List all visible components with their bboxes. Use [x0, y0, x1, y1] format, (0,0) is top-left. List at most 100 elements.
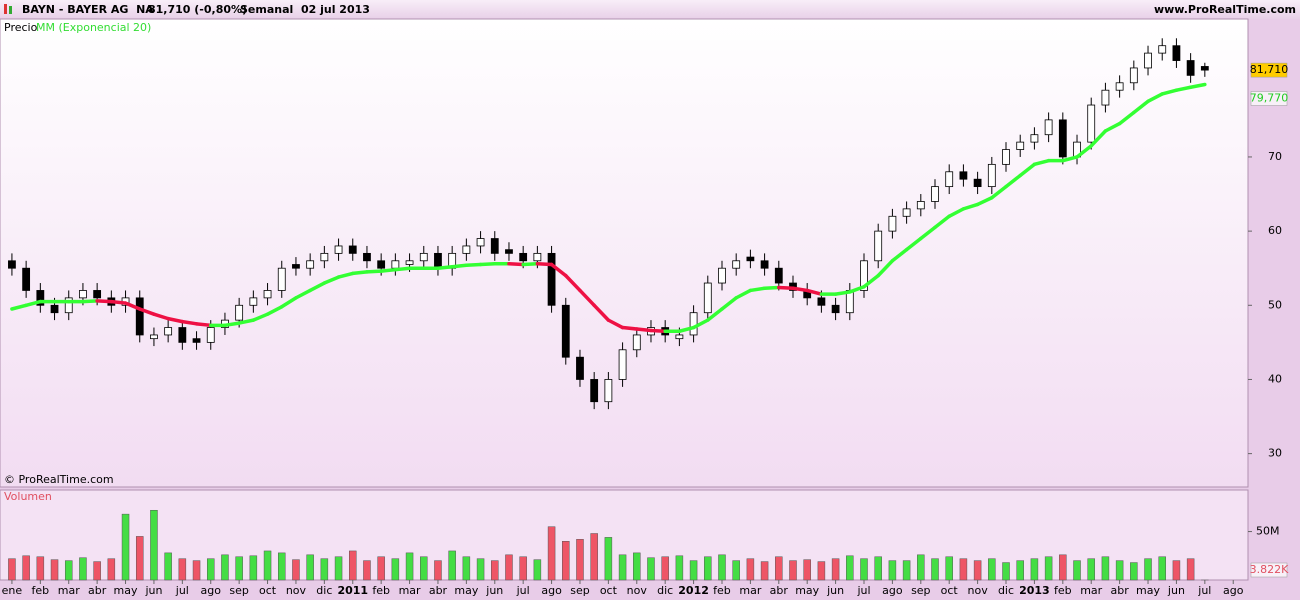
volume-bar — [491, 560, 499, 581]
candle-body — [249, 297, 258, 306]
ema-segment — [748, 286, 767, 293]
volume-bar — [306, 554, 314, 581]
x-tick-label: oct — [941, 584, 959, 597]
volume-bar — [221, 554, 229, 581]
volume-bar — [860, 558, 868, 581]
volume-bar — [831, 558, 840, 581]
candle-body — [334, 245, 343, 254]
candle-body — [675, 334, 684, 340]
x-tick-label: may — [1136, 584, 1160, 597]
x-tick-label: nov — [627, 584, 648, 597]
candle-body — [760, 260, 769, 269]
ema-segment — [635, 327, 653, 333]
ema-segment — [322, 275, 341, 285]
volume-bar — [1186, 558, 1195, 581]
volume-bar — [760, 561, 769, 581]
candle-body — [419, 252, 428, 262]
candle-body — [476, 238, 485, 247]
volume-bar — [93, 561, 101, 581]
volume-bar — [263, 550, 272, 581]
volume-bar — [50, 559, 59, 581]
ema-segment — [535, 262, 554, 267]
volume-bar — [363, 560, 371, 581]
x-tick-label: jun — [826, 584, 844, 597]
candle-body — [206, 327, 215, 343]
x-tick-label: nov — [286, 584, 307, 597]
ema-segment — [10, 303, 28, 311]
candle-body — [1158, 45, 1167, 54]
candle-body — [817, 297, 826, 306]
candle-body — [462, 245, 471, 254]
x-tick-label: jul — [175, 584, 189, 597]
ema-segment — [1004, 173, 1022, 189]
y-tick-label: 40 — [1268, 372, 1282, 385]
volume-bar — [590, 533, 598, 581]
ema-segment — [564, 273, 582, 293]
candle-body — [22, 267, 31, 291]
volume-bar — [789, 560, 797, 581]
candle-body — [1016, 141, 1025, 150]
x-tick-label: abr — [429, 584, 448, 597]
ema-segment — [379, 267, 398, 273]
volume-bar — [1101, 556, 1110, 581]
ema-segment — [1018, 162, 1037, 178]
ema-segment — [677, 325, 696, 333]
ema-segment — [1075, 144, 1093, 159]
x-tick-label: 2011 — [337, 584, 368, 597]
volume-bar — [8, 558, 16, 581]
volume-tag-box — [1250, 562, 1288, 578]
y-tick-label: 50M — [1256, 525, 1280, 538]
ema-segment — [933, 214, 951, 230]
ema-segment — [95, 299, 114, 304]
ema-segment — [805, 288, 824, 296]
ema-segment — [1174, 85, 1193, 92]
x-tick-label: feb — [713, 584, 731, 597]
volume-bar — [533, 559, 542, 581]
volume-bar — [562, 540, 570, 581]
candle-body — [348, 245, 357, 254]
volume-bar — [107, 558, 116, 581]
candle-body — [391, 260, 400, 269]
ema-segment — [549, 262, 568, 278]
volume-bar — [1172, 560, 1181, 581]
candle-body — [973, 178, 982, 188]
ema-segment — [109, 299, 128, 305]
candle-body — [732, 260, 741, 269]
ema-segment — [890, 247, 909, 263]
price-label: Precio — [4, 21, 38, 34]
volume-bar — [973, 560, 982, 581]
volume-bar — [1087, 558, 1095, 581]
candle-body — [703, 282, 712, 314]
ema-segment — [237, 318, 256, 325]
volume-bar — [391, 558, 400, 581]
candle-body — [618, 349, 627, 380]
candle-body — [746, 256, 755, 262]
volume-bar — [505, 554, 513, 581]
ema-tag: 79,770 — [1250, 91, 1289, 104]
volume-bar — [732, 560, 740, 581]
volume-bar — [1030, 558, 1039, 581]
candle-body — [36, 290, 45, 306]
candle-body — [150, 334, 158, 340]
volume-bar — [164, 552, 172, 581]
candle-body — [987, 163, 996, 188]
candle-body — [874, 230, 883, 262]
volume-bar — [178, 558, 187, 581]
x-tick-label: dic — [316, 584, 332, 597]
volume-bar — [121, 513, 130, 581]
ema-segment — [919, 225, 937, 241]
candle-body — [959, 171, 968, 180]
candle-body — [1087, 104, 1096, 143]
volume-bar — [846, 555, 854, 581]
x-tick-label: 2012 — [678, 584, 709, 597]
ema-segment — [1160, 88, 1179, 96]
ema-segment — [280, 296, 298, 309]
ema-segment — [833, 290, 852, 296]
candle-body — [292, 264, 300, 269]
y-tick-label: 70 — [1268, 150, 1282, 163]
volume-bar — [647, 557, 655, 581]
ema-label: MM (Exponencial 20) — [36, 21, 151, 34]
ema-segment — [734, 288, 753, 300]
candle-body — [1030, 134, 1039, 143]
volume-tag: 3.822K — [1250, 563, 1289, 576]
